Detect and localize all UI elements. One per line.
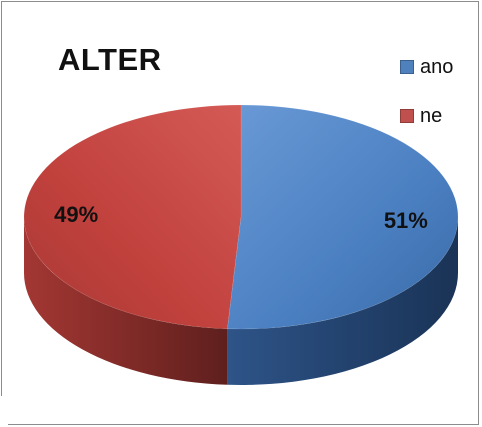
chart-title: ALTER bbox=[58, 42, 162, 77]
legend-label-ne: ne bbox=[420, 104, 443, 127]
pie-side-ne bbox=[24, 217, 228, 385]
pie-slice-ne bbox=[23, 104, 242, 330]
legend-swatch-ano bbox=[400, 60, 414, 74]
pie-slice-ano bbox=[227, 104, 459, 330]
legend-item-ne: ne bbox=[400, 104, 443, 127]
legend-item-ano: ano bbox=[400, 55, 454, 78]
legend-swatch-ne bbox=[400, 109, 414, 123]
pie-side-ano bbox=[227, 217, 458, 385]
data-label-ano: 51% bbox=[384, 208, 428, 233]
data-label-ne: 49% bbox=[54, 202, 98, 227]
legend-label-ano: ano bbox=[420, 55, 454, 78]
